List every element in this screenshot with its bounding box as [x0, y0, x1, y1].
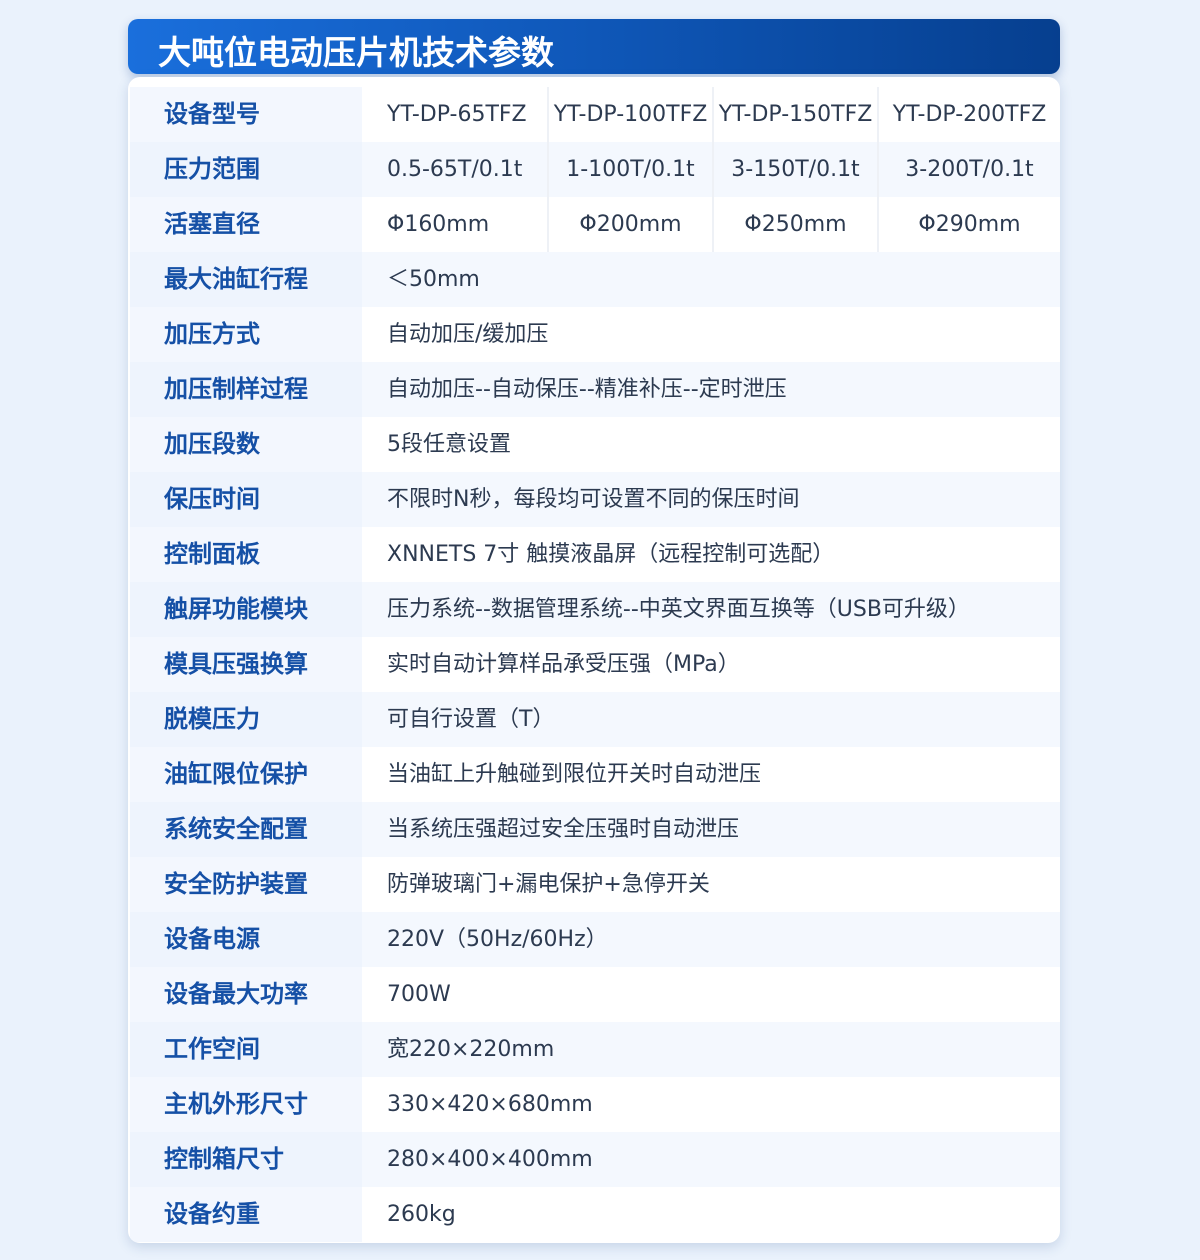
row-value: Φ290mm	[877, 197, 1060, 252]
row-value: 280×400×400mm	[387, 1147, 593, 1172]
spec-table-card: 设备型号 YT-DP-65TFZ YT-DP-100TFZ YT-DP-150TFZ Y…	[128, 77, 1060, 1243]
row-value: 260kg	[387, 1202, 456, 1227]
row-value: Φ200mm	[547, 197, 712, 252]
row-label: 模具压强换算	[130, 637, 362, 692]
row-value: 实时自动计算样品承受压强（MPa）	[387, 652, 740, 677]
row-label: 控制面板	[130, 527, 362, 582]
row-value: XNNETS 7寸 触摸液晶屏（远程控制可选配）	[387, 542, 835, 567]
row-label: 压力范围	[130, 142, 362, 197]
table-row: 加压制样过程 自动加压--自动保压--精准补压--定时泄压	[130, 362, 1060, 417]
row-value: 宽220×220mm	[387, 1037, 555, 1062]
row-value: Φ160mm	[387, 212, 490, 237]
table-row: 触屏功能模块 压力系统--数据管理系统--中英文界面互换等（USB可升级）	[130, 582, 1060, 637]
page-title: 大吨位电动压片机技术参数	[158, 33, 554, 72]
row-label: 设备约重	[130, 1187, 362, 1242]
row-value: 可自行设置（T）	[387, 707, 555, 732]
table-row: 模具压强换算 实时自动计算样品承受压强（MPa）	[130, 637, 1060, 692]
row-value: 不限时N秒，每段均可设置不同的保压时间	[387, 487, 800, 512]
table-row: 活塞直径 Φ160mm Φ200mm Φ250mm Φ290mm	[130, 197, 1060, 252]
row-label: 设备最大功率	[130, 967, 362, 1022]
row-value: 当油缸上升触碰到限位开关时自动泄压	[387, 762, 762, 787]
row-label: 加压制样过程	[130, 362, 362, 417]
row-label: 最大油缸行程	[130, 252, 362, 307]
row-value: 防弹玻璃门+漏电保护+急停开关	[387, 872, 710, 897]
row-value: 自动加压/缓加压	[387, 322, 549, 347]
table-row: 加压段数 5段任意设置	[130, 417, 1060, 472]
row-value: 1-100T/0.1t	[547, 142, 712, 197]
row-label: 设备型号	[130, 87, 362, 142]
row-value: YT-DP-65TFZ	[387, 102, 527, 127]
row-label: 加压方式	[130, 307, 362, 362]
row-value: YT-DP-200TFZ	[877, 87, 1060, 142]
row-label: 主机外形尺寸	[130, 1077, 362, 1132]
row-label: 安全防护装置	[130, 857, 362, 912]
row-value: 220V（50Hz/60Hz）	[387, 927, 608, 952]
table-row: 工作空间 宽220×220mm	[130, 1022, 1060, 1077]
table-row: 设备约重 260kg	[130, 1187, 1060, 1242]
table-row: 设备电源 220V（50Hz/60Hz）	[130, 912, 1060, 967]
row-value: 700W	[387, 982, 451, 1007]
row-label: 脱模压力	[130, 692, 362, 747]
row-label: 加压段数	[130, 417, 362, 472]
row-label: 工作空间	[130, 1022, 362, 1077]
row-label: 保压时间	[130, 472, 362, 527]
row-label: 设备电源	[130, 912, 362, 967]
table-row: 加压方式 自动加压/缓加压	[130, 307, 1060, 362]
table-row: 压力范围 0.5-65T/0.1t 1-100T/0.1t 3-150T/0.1t 3-…	[130, 142, 1060, 197]
row-value: 3-150T/0.1t	[712, 142, 877, 197]
row-value: 当系统压强超过安全压强时自动泄压	[387, 817, 740, 842]
table-row: 系统安全配置 当系统压强超过安全压强时自动泄压	[130, 802, 1060, 857]
row-label: 触屏功能模块	[130, 582, 362, 637]
row-label: 活塞直径	[130, 197, 362, 252]
row-value: 自动加压--自动保压--精准补压--定时泄压	[387, 377, 787, 402]
title-bar: 大吨位电动压片机技术参数	[128, 19, 1060, 74]
table-row: 设备型号 YT-DP-65TFZ YT-DP-100TFZ YT-DP-150TFZ Y…	[130, 87, 1060, 142]
table-row: 控制箱尺寸 280×400×400mm	[130, 1132, 1060, 1187]
table-row: 控制面板 XNNETS 7寸 触摸液晶屏（远程控制可选配）	[130, 527, 1060, 582]
row-value: YT-DP-100TFZ	[547, 87, 712, 142]
row-value: 5段任意设置	[387, 432, 511, 457]
table-row: 主机外形尺寸 330×420×680mm	[130, 1077, 1060, 1132]
table-row: 最大油缸行程 ＜50mm	[130, 252, 1060, 307]
row-value: 3-200T/0.1t	[877, 142, 1060, 197]
row-value: Φ250mm	[712, 197, 877, 252]
row-value: YT-DP-150TFZ	[712, 87, 877, 142]
row-value: 压力系统--数据管理系统--中英文界面互换等（USB可升级）	[387, 597, 970, 622]
row-value: ＜50mm	[387, 267, 480, 292]
table-row: 油缸限位保护 当油缸上升触碰到限位开关时自动泄压	[130, 747, 1060, 802]
row-value: 0.5-65T/0.1t	[387, 157, 523, 182]
table-row: 脱模压力 可自行设置（T）	[130, 692, 1060, 747]
table-row: 保压时间 不限时N秒，每段均可设置不同的保压时间	[130, 472, 1060, 527]
table-row: 安全防护装置 防弹玻璃门+漏电保护+急停开关	[130, 857, 1060, 912]
table-row: 设备最大功率 700W	[130, 967, 1060, 1022]
row-label: 系统安全配置	[130, 802, 362, 857]
spec-table: 设备型号 YT-DP-65TFZ YT-DP-100TFZ YT-DP-150TFZ Y…	[130, 87, 1060, 1242]
row-value: 330×420×680mm	[387, 1092, 593, 1117]
row-label: 控制箱尺寸	[130, 1132, 362, 1187]
row-label: 油缸限位保护	[130, 747, 362, 802]
